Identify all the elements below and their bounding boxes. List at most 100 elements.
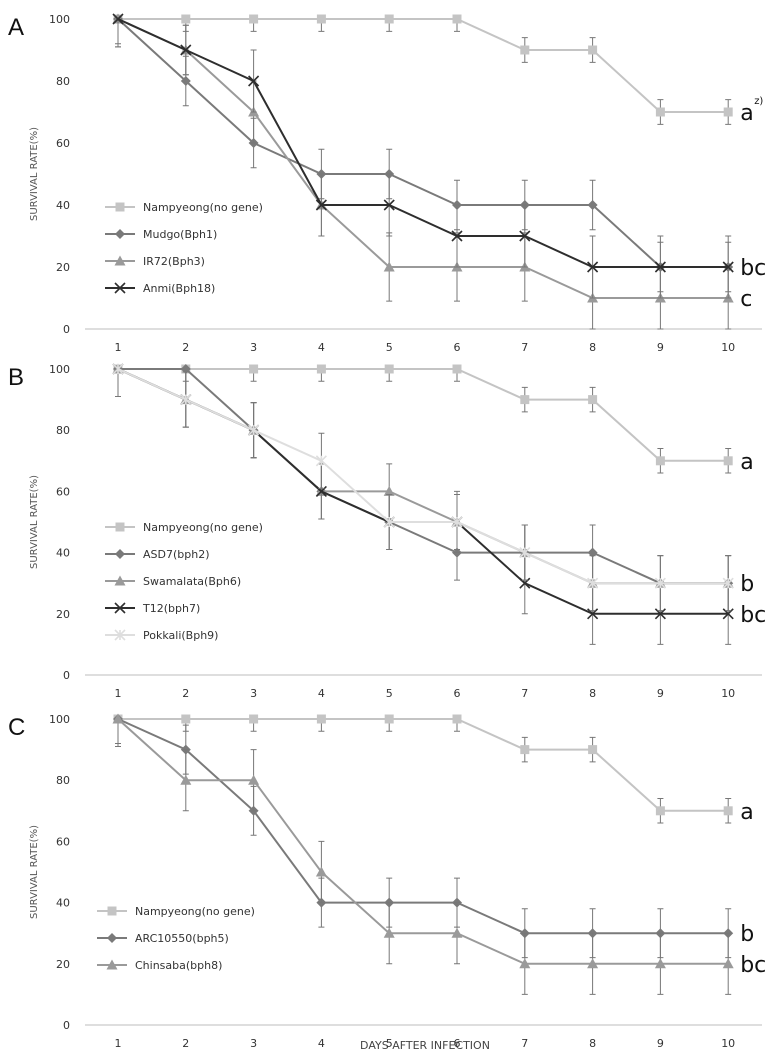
data-point [519, 577, 531, 589]
data-point [722, 608, 734, 620]
data-point [587, 958, 599, 969]
y-axis-title: SURVIVAL RATE(%) [29, 825, 40, 919]
legend-label: ASD7(bph2) [143, 548, 210, 561]
legend-label: Nampyeong(no gene) [135, 905, 255, 918]
data-point [249, 714, 259, 724]
x-tick-label: 9 [657, 687, 664, 700]
series-line [117, 718, 729, 965]
data-point [587, 200, 598, 210]
legend-label: Pokkali(Bph9) [143, 629, 218, 642]
legend: Nampyeong(no gene) Mudgo(Bph1) IR72(Bph3) A… [105, 201, 263, 295]
data-point [655, 456, 665, 466]
series-line [118, 18, 729, 113]
series-4 [112, 363, 734, 645]
data-point [654, 958, 666, 969]
data-point [723, 107, 733, 117]
legend-marker [107, 906, 117, 916]
significance-label: a [740, 101, 753, 126]
legend: Nampyeong(no gene) ASD7(bph2) Swamalata(Bp… [105, 521, 263, 642]
data-point [452, 14, 462, 24]
y-tick-label: 60 [56, 485, 70, 498]
data-point [315, 199, 327, 211]
data-point [655, 806, 665, 816]
data-point [384, 14, 394, 24]
series-line [117, 368, 729, 585]
legend-marker [114, 575, 126, 586]
data-point [452, 714, 462, 724]
y-axis-title: SURVIVAL RATE(%) [29, 127, 40, 221]
data-point [520, 45, 530, 55]
legend-marker [115, 229, 125, 239]
x-tick-label: 8 [589, 687, 596, 700]
data-point [249, 14, 259, 24]
significance-label: bc [740, 953, 766, 978]
y-tick-label: 100 [49, 363, 70, 376]
data-point [180, 364, 191, 374]
data-point [315, 485, 327, 497]
legend-label: IR72(Bph3) [143, 255, 205, 268]
data-point [248, 75, 260, 87]
data-point [315, 866, 327, 877]
data-point [180, 76, 191, 86]
data-point [587, 547, 598, 558]
data-point [316, 364, 326, 374]
x-tick-label: 7 [521, 341, 528, 354]
series-line [118, 368, 729, 585]
y-tick-label: 20 [56, 608, 70, 621]
x-tick-label: 1 [115, 341, 122, 354]
data-point [520, 395, 530, 405]
x-tick-label: 7 [521, 687, 528, 700]
data-point [655, 107, 665, 117]
x-tick-label: 1 [115, 1037, 122, 1050]
y-tick-label: 20 [56, 261, 70, 274]
panel-letter: C [8, 714, 25, 741]
data-point [654, 608, 666, 620]
x-tick-label: 6 [454, 341, 461, 354]
series-line [117, 18, 729, 268]
y-tick-label: 100 [49, 713, 70, 726]
x-tick-label: 4 [318, 687, 325, 700]
x-tick-label: 8 [589, 1037, 596, 1050]
y-tick-label: 60 [56, 835, 70, 848]
legend-label: ARC10550(bph5) [135, 932, 229, 945]
data-point [452, 364, 462, 374]
y-tick-label: 0 [63, 669, 70, 682]
legend-marker [107, 933, 117, 943]
legend-marker [114, 629, 126, 641]
data-point [181, 14, 191, 24]
y-axis-title: SURVIVAL RATE(%) [29, 475, 40, 569]
data-point [519, 958, 531, 969]
legend-marker [114, 282, 126, 294]
data-point [383, 261, 395, 272]
data-point [451, 516, 463, 528]
legend-marker [115, 549, 125, 559]
x-tick-label: 10 [721, 341, 735, 354]
data-point [316, 14, 326, 24]
data-point [588, 395, 598, 405]
y-tick-label: 80 [56, 75, 70, 88]
y-tick-label: 40 [56, 547, 70, 560]
legend-marker [114, 255, 126, 266]
significance-label: bc [740, 603, 766, 628]
legend-label: Nampyeong(no gene) [143, 521, 263, 534]
x-tick-label: 2 [182, 1037, 189, 1050]
data-point [722, 577, 734, 589]
y-tick-label: 0 [63, 1019, 70, 1032]
data-point [722, 261, 734, 273]
chart-panel-c: C 0 20 40 60 80 100 1 2 3 4 5 6 7 8 9 10 SURVIVAL RATE(%)… [8, 713, 766, 1050]
series-line [117, 368, 729, 585]
x-tick-label: 3 [250, 1037, 257, 1050]
data-point [587, 577, 599, 589]
x-tick-label: 9 [657, 341, 664, 354]
x-tick-label: 2 [182, 687, 189, 700]
data-point [112, 363, 124, 375]
y-tick-label: 20 [56, 958, 70, 971]
data-point [316, 714, 326, 724]
x-tick-label: 5 [386, 341, 393, 354]
data-point [519, 230, 531, 242]
x-tick-label: 5 [386, 1037, 393, 1050]
series-line [117, 18, 729, 299]
series-line [118, 368, 729, 462]
data-point [180, 774, 192, 785]
data-point [588, 745, 598, 755]
